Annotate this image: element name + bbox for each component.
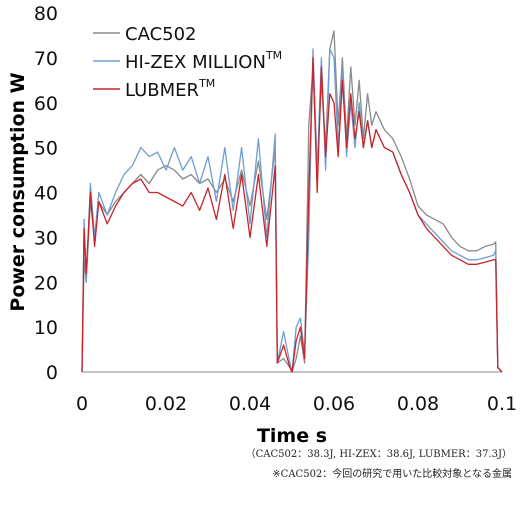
- series-line-cac502: [81, 30, 503, 373]
- y-axis-title: Power consumption W: [7, 72, 29, 311]
- y-tick-label: 60: [34, 93, 58, 115]
- series-line-lubmer: [81, 57, 503, 373]
- legend-superscript: TM: [265, 49, 282, 62]
- legend-label-text: HI-ZEX MILLION: [125, 52, 266, 73]
- y-tick-label: 0: [46, 362, 58, 384]
- legend-label: HI-ZEX MILLIONTM: [125, 49, 282, 73]
- y-tick-label: 50: [34, 138, 58, 160]
- series-lines: [81, 30, 503, 373]
- x-tick-label: 0.04: [229, 393, 271, 415]
- axes: 0 10 20 30 40 50 60 70 80 0 0.02 0.04 0.06 0.08 0.1 Tim…: [7, 3, 517, 447]
- reference-footnote: ※CAC502：今回の研究で用いた比較対象となる金属: [272, 469, 512, 480]
- x-tick-label: 0.06: [313, 393, 355, 415]
- legend-superscript: TM: [198, 77, 215, 90]
- y-tick-label: 10: [34, 317, 58, 339]
- legend-label-text: CAC502: [125, 24, 197, 45]
- y-tick-label: 20: [34, 272, 58, 294]
- legend-label: LUBMERTM: [125, 77, 215, 101]
- legend-label-text: LUBMER: [125, 80, 199, 101]
- x-tick-label: 0: [76, 393, 88, 415]
- legend-label: CAC502: [125, 24, 197, 45]
- x-tick-label: 0.02: [145, 393, 187, 415]
- x-axis-title: Time s: [257, 425, 327, 447]
- y-tick-label: 70: [34, 48, 58, 70]
- y-tick-label: 80: [34, 3, 58, 25]
- y-tick-label: 40: [34, 183, 58, 205]
- x-tick-label: 0.1: [487, 393, 517, 415]
- energy-footnote: （CAC502：38.3J, HI-ZEX：38.6J, LUBMER：37.3…: [245, 449, 512, 460]
- y-tick-label: 30: [34, 227, 58, 249]
- x-tick-label: 0.08: [397, 393, 439, 415]
